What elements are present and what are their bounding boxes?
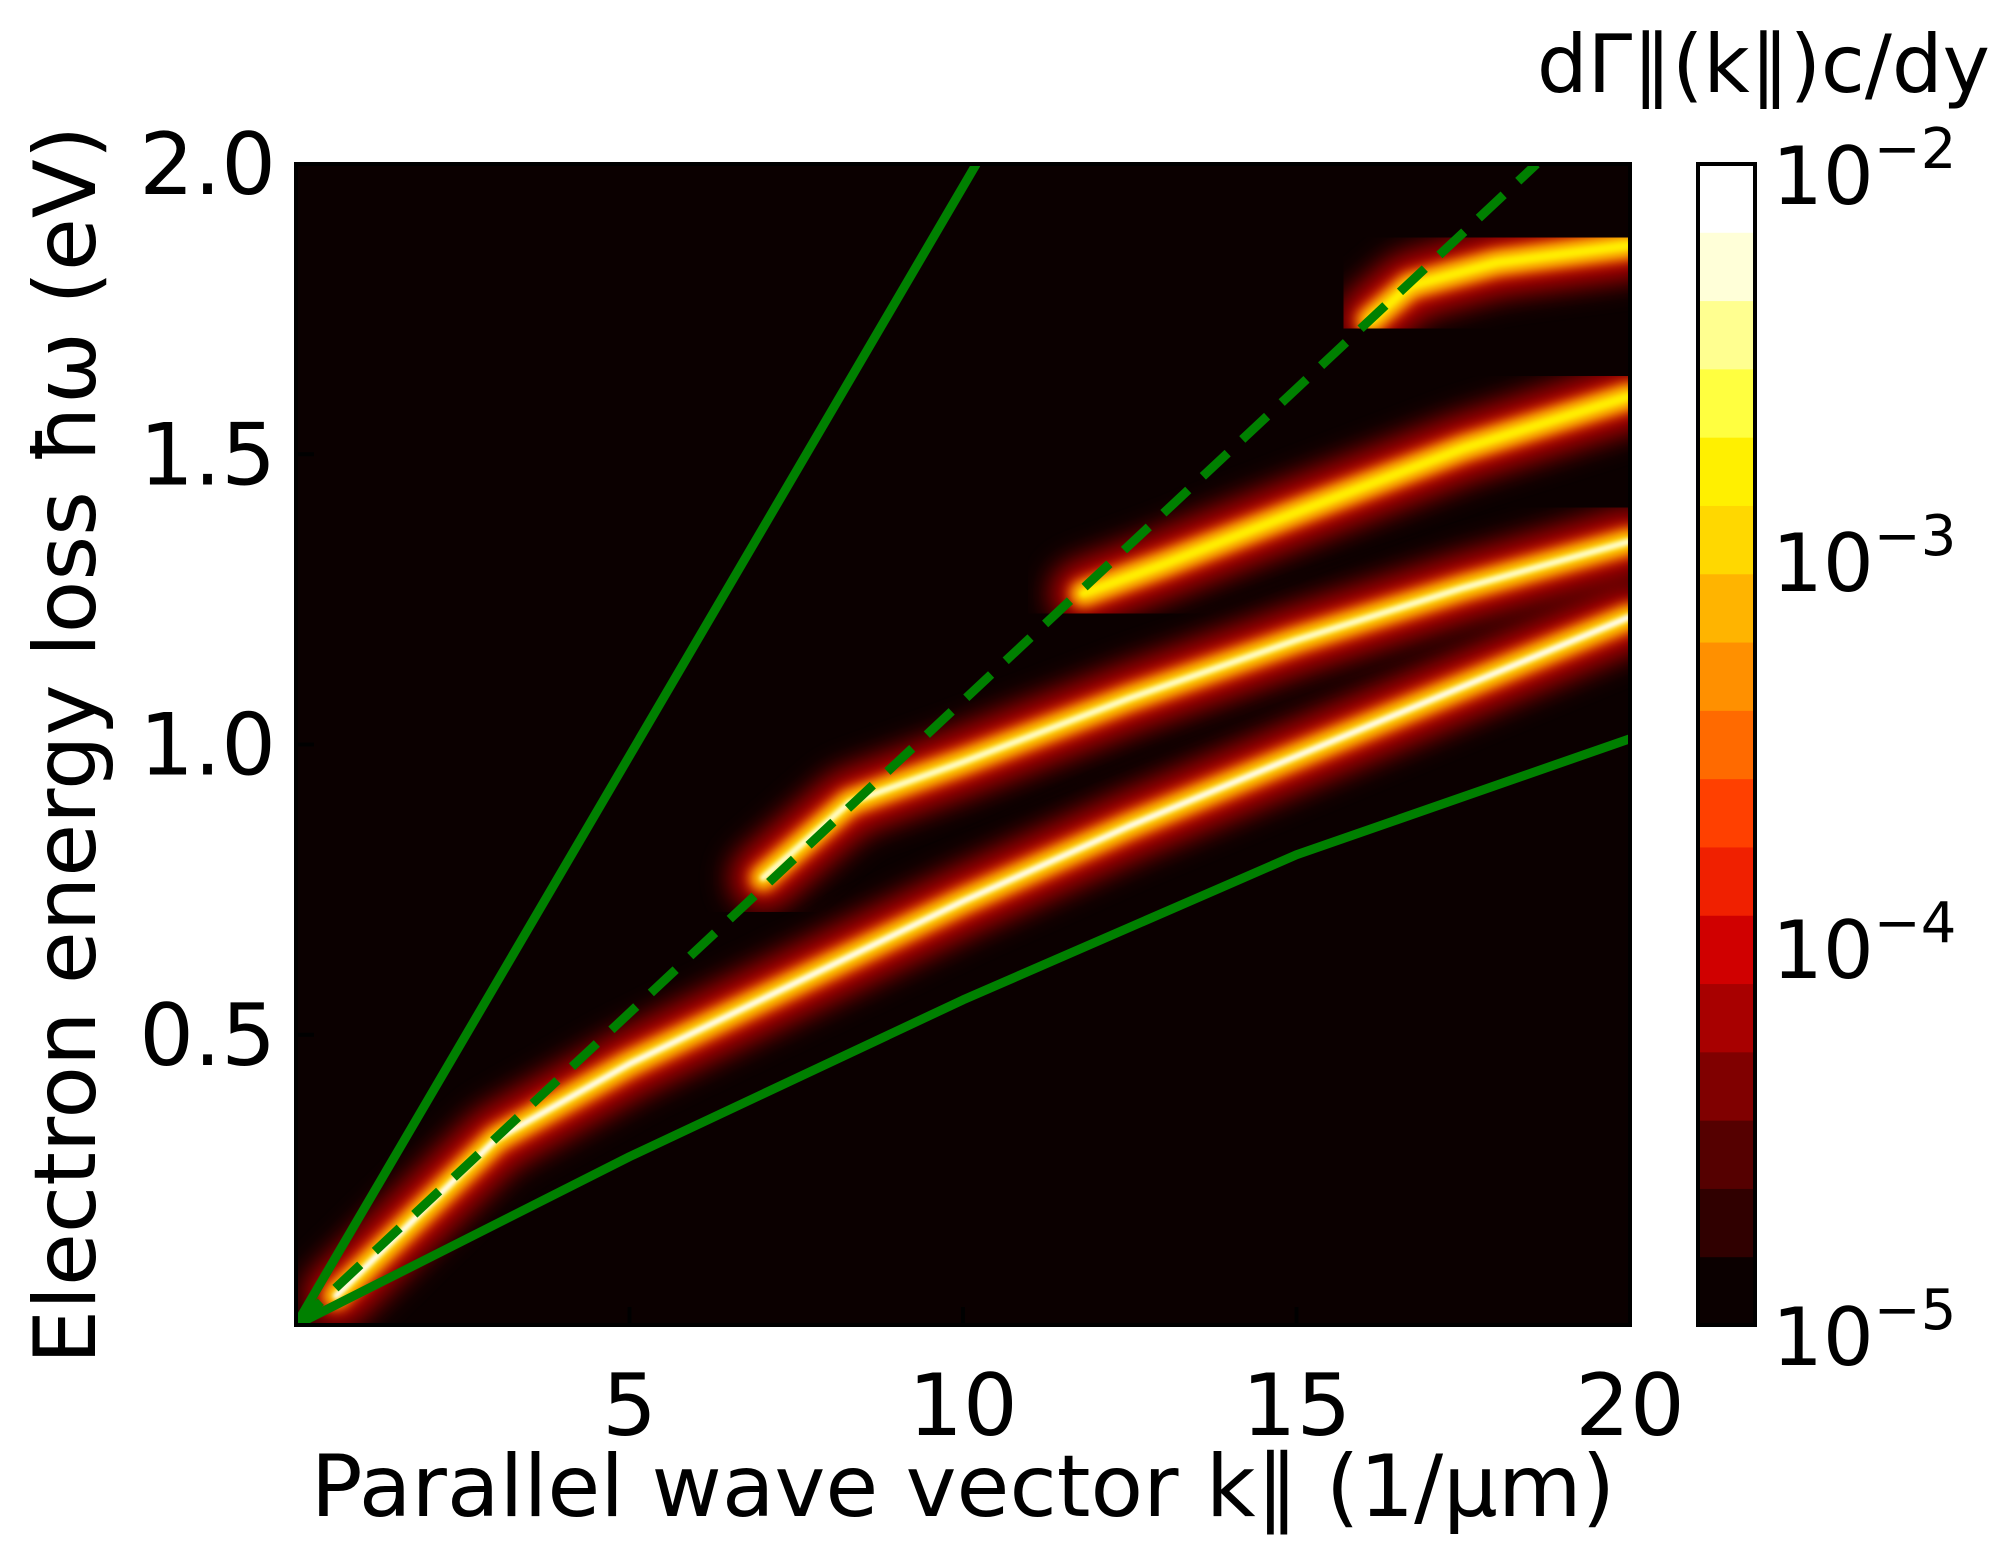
band-3-layer-5	[1080, 393, 1630, 597]
colorbar-step	[1698, 1188, 1755, 1258]
colorbar-step	[1698, 846, 1755, 916]
green-lines	[296, 164, 1630, 1325]
line-dashed-2	[296, 164, 1540, 1325]
colorbar-step	[1698, 368, 1755, 438]
band-4-layer-5	[1366, 242, 1630, 324]
colorbar-label: dΓ∥(k∥)c/dy	[1537, 18, 1990, 111]
colorbar-step	[1698, 300, 1755, 370]
y-axis-label: Electron energy loss ħω (eV)	[16, 126, 116, 1364]
x-tick-label: 5	[602, 1356, 657, 1456]
colorbar-step	[1698, 642, 1755, 711]
colorbar-step	[1698, 915, 1755, 985]
x-tick-label: 20	[1575, 1356, 1684, 1456]
colorbar-step	[1698, 1120, 1755, 1189]
colorbar-step	[1698, 1051, 1755, 1121]
colorbar-step	[1698, 437, 1755, 506]
colorbar-steps	[1698, 164, 1755, 1326]
colorbar-step	[1698, 505, 1755, 575]
x-ticks: 5 10 15 20	[602, 1307, 1685, 1456]
y-tick-label: 2.0	[139, 115, 276, 215]
colorbar-step	[1698, 1256, 1755, 1326]
y-tick-label: 1.5	[139, 405, 276, 505]
colorbar-step	[1698, 983, 1755, 1053]
colorbar-tick-label: 10−5	[1772, 1278, 1956, 1384]
y-tick-label: 0.5	[139, 986, 276, 1086]
colorbar-step	[1698, 232, 1755, 302]
colorbar-step	[1698, 778, 1755, 848]
colorbar-ticks: 10−5 10−4 10−3 10−2	[1772, 117, 1956, 1384]
colorbar-tick-label: 10−2	[1772, 117, 1956, 223]
colorbar-step	[1698, 573, 1755, 643]
colorbar-tick-label: 10−3	[1772, 504, 1956, 610]
colorbar-tick-label: 10−4	[1772, 891, 1956, 997]
line-solid-1	[296, 164, 981, 1325]
y-tick-label: 1.0	[139, 696, 276, 796]
y-ticks: 0.5 1.0 1.5 2.0	[139, 115, 314, 1086]
colorbar-step	[1698, 164, 1755, 233]
colorbar-frame	[1696, 162, 1757, 1327]
band-1-layer-5	[333, 613, 1630, 1299]
line-solid-3	[296, 734, 1630, 1325]
x-tick-label: 10	[908, 1356, 1017, 1456]
x-tick-label: 15	[1242, 1356, 1351, 1456]
colorbar-step	[1698, 710, 1755, 780]
x-axis-label: Parallel wave vector k∥ (1/μm)	[311, 1437, 1615, 1537]
